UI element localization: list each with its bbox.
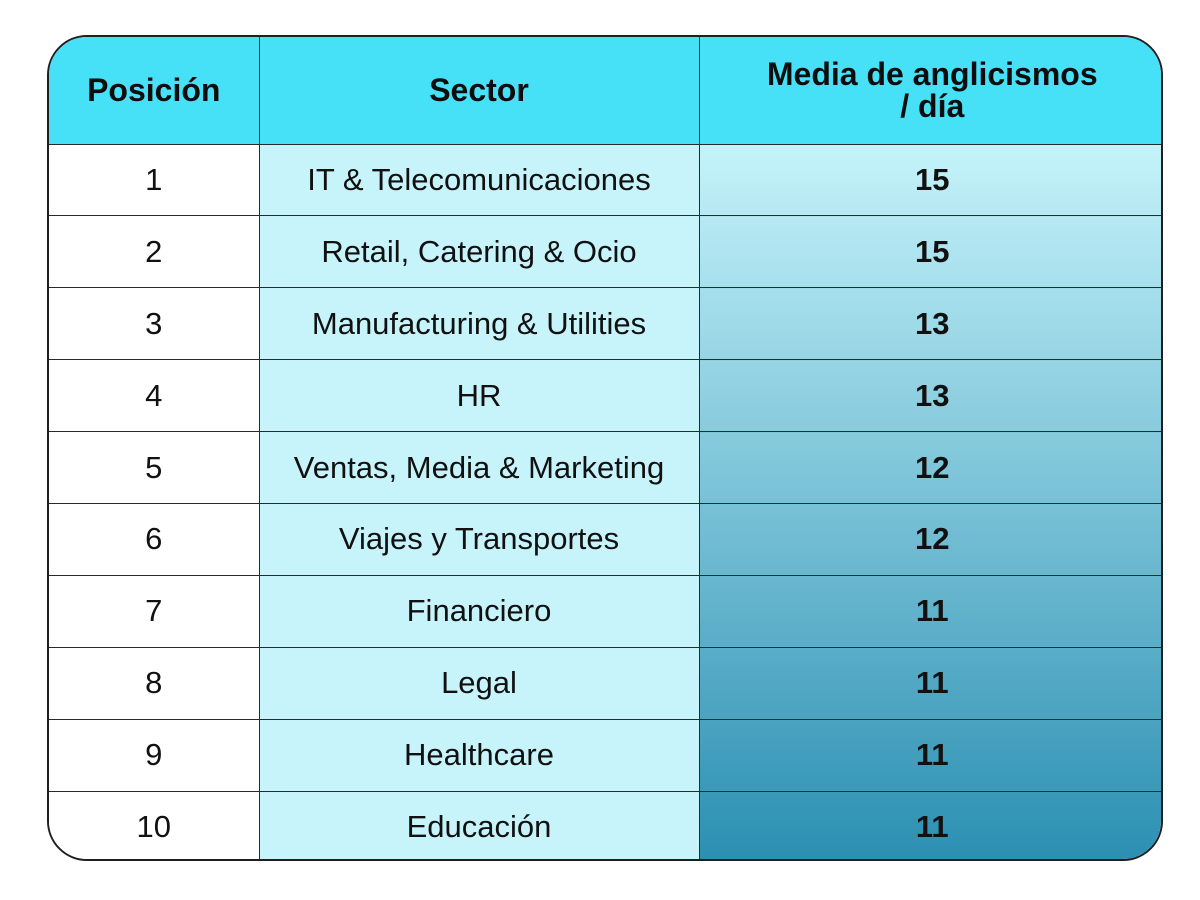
table-row: 8 Legal 11 [49, 647, 1161, 720]
row-value: 12 [699, 503, 1161, 576]
row-sector: Manufacturing & Utilities [259, 287, 700, 361]
ranking-table: Posición Sector Media de anglicismos / d… [49, 37, 1161, 859]
row-value: 11 [699, 575, 1161, 648]
row-position: 5 [49, 431, 260, 504]
row-sector: IT & Telecomunicaciones [259, 144, 700, 217]
row-position: 3 [49, 287, 260, 361]
row-value: 12 [699, 431, 1161, 504]
header-position: Posición [49, 37, 260, 145]
row-position: 9 [49, 719, 260, 792]
row-position: 10 [49, 791, 260, 859]
row-sector: Healthcare [259, 719, 700, 792]
row-sector: HR [259, 359, 700, 433]
row-sector: Viajes y Transportes [259, 503, 700, 576]
ranking-table-frame: Posición Sector Media de anglicismos / d… [47, 35, 1163, 861]
header-media: Media de anglicismos / día [699, 37, 1161, 145]
row-position: 4 [49, 359, 260, 433]
row-sector: Financiero [259, 575, 700, 648]
row-position: 1 [49, 144, 260, 217]
row-sector: Legal [259, 647, 700, 720]
row-value: 13 [699, 287, 1161, 361]
row-value: 11 [699, 791, 1161, 859]
table-row: 4 HR 13 [49, 359, 1161, 433]
table-row: 5 Ventas, Media & Marketing 12 [49, 431, 1161, 504]
row-value: 15 [699, 215, 1161, 289]
table-body: 1 IT & Telecomunicaciones 15 2 Retail, Cater… [49, 144, 1161, 859]
table-row: 7 Financiero 11 [49, 575, 1161, 648]
row-position: 8 [49, 647, 260, 720]
row-position: 7 [49, 575, 260, 648]
row-value: 13 [699, 359, 1161, 433]
table-row: 9 Healthcare 11 [49, 719, 1161, 792]
table-row: 2 Retail, Catering & Ocio 15 [49, 215, 1161, 289]
row-position: 6 [49, 503, 260, 576]
header-sector: Sector [259, 37, 700, 145]
row-value: 11 [699, 647, 1161, 720]
row-value: 11 [699, 719, 1161, 792]
table-row: 3 Manufacturing & Utilities 13 [49, 287, 1161, 361]
header-row: Posición Sector Media de anglicismos / d… [49, 37, 1161, 145]
row-sector: Retail, Catering & Ocio [259, 215, 700, 289]
table-row: 6 Viajes y Transportes 12 [49, 503, 1161, 576]
header-media-line2: / día [900, 88, 965, 125]
header-media-line1: Media de anglicismos [766, 56, 1098, 93]
row-sector: Educación [259, 791, 700, 859]
row-sector: Ventas, Media & Marketing [259, 431, 700, 504]
row-position: 2 [49, 215, 260, 289]
table-row: 1 IT & Telecomunicaciones 15 [49, 144, 1161, 217]
table-row: 10 Educación 11 [49, 791, 1161, 859]
row-value: 15 [699, 144, 1161, 217]
